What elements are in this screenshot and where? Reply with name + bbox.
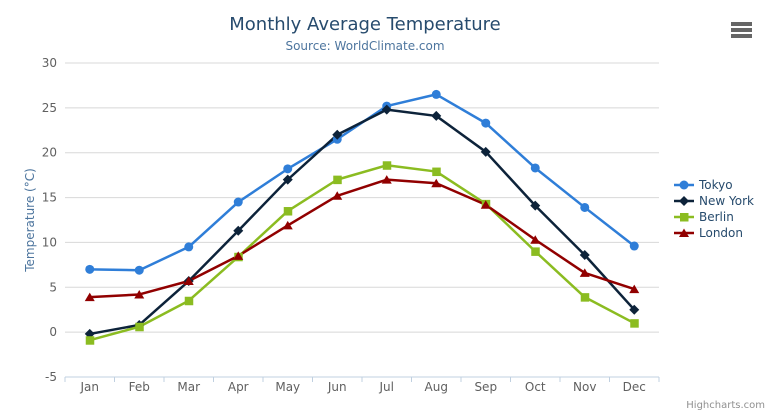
circle-legend-marker — [674, 180, 694, 190]
y-axis-label: -5 — [45, 370, 57, 384]
legend-item-label: New York — [699, 194, 754, 208]
y-axis-label: 25 — [42, 101, 57, 115]
legend-marker-symbol — [679, 180, 689, 190]
series-line-london — [89, 178, 635, 299]
y-axis-label: 5 — [49, 280, 57, 294]
data-point-berlin[interactable] — [135, 322, 144, 332]
y-axis-label: 30 — [42, 56, 57, 70]
series-line-tokyo — [89, 93, 636, 272]
data-point-london[interactable] — [629, 284, 640, 294]
data-point-london[interactable] — [332, 191, 343, 200]
data-point-london[interactable] — [183, 276, 194, 286]
data-point-berlin[interactable] — [333, 175, 342, 185]
legend-marker-symbol — [679, 196, 689, 206]
data-point-new-york[interactable] — [629, 304, 640, 315]
x-axis-label: Dec — [623, 380, 646, 394]
data-point-tokyo[interactable] — [85, 264, 95, 274]
data-point-tokyo[interactable] — [431, 89, 441, 99]
legend-item-berlin[interactable]: Berlin — [674, 209, 754, 225]
data-point-new-york[interactable] — [332, 129, 343, 140]
data-point-tokyo[interactable] — [184, 242, 194, 252]
square-legend-marker — [674, 213, 694, 222]
data-point-new-york[interactable] — [381, 104, 392, 115]
series-line-new-york — [89, 108, 636, 336]
legend-item-new-york[interactable]: New York — [674, 193, 754, 209]
credits-link[interactable]: Highcharts.com — [686, 400, 765, 411]
y-axis-label: 10 — [42, 235, 57, 249]
data-point-tokyo[interactable] — [530, 163, 540, 173]
data-point-berlin[interactable] — [432, 167, 441, 177]
data-point-london[interactable] — [480, 200, 491, 209]
data-point-london[interactable] — [134, 289, 145, 299]
data-point-tokyo[interactable] — [580, 202, 590, 212]
data-point-berlin[interactable] — [283, 207, 293, 216]
y-axis-label: 20 — [42, 146, 57, 160]
x-axis-label: Apr — [228, 380, 249, 394]
legend-marker-symbol — [680, 213, 689, 222]
x-axis-label: Jun — [327, 380, 347, 394]
legend-item-label: Tokyo — [699, 178, 733, 192]
legend-item-london[interactable]: London — [674, 225, 754, 241]
data-point-london[interactable] — [84, 292, 95, 302]
legend-item-tokyo[interactable]: Tokyo — [674, 177, 754, 193]
y-axis-label: 15 — [42, 191, 57, 205]
hamburger-menu-icon — [731, 22, 752, 38]
data-point-london[interactable] — [282, 220, 293, 230]
x-axis-label: Aug — [425, 380, 448, 394]
y-axis-label: 0 — [49, 325, 57, 339]
data-point-berlin[interactable] — [184, 296, 194, 306]
data-point-berlin[interactable] — [382, 161, 392, 170]
x-axis-label: May — [275, 380, 300, 394]
x-axis-label: Oct — [525, 380, 546, 394]
data-point-new-york[interactable] — [233, 225, 244, 236]
data-point-london[interactable] — [579, 268, 590, 277]
legend-item-label: Berlin — [699, 210, 734, 224]
menu-bar — [731, 22, 752, 26]
data-point-berlin[interactable] — [580, 293, 590, 302]
data-point-tokyo[interactable] — [481, 118, 491, 128]
data-point-tokyo[interactable] — [283, 164, 293, 174]
export-menu-button[interactable] — [728, 19, 755, 41]
data-point-new-york[interactable] — [431, 110, 442, 121]
data-point-new-york[interactable] — [282, 174, 293, 185]
data-point-new-york[interactable] — [480, 146, 491, 157]
x-axis-label: Feb — [129, 380, 150, 394]
data-point-london[interactable] — [233, 251, 244, 260]
x-axis-label: Jul — [379, 380, 394, 394]
chart-title: Monthly Average Temperature — [229, 14, 501, 35]
data-point-london[interactable] — [381, 175, 392, 184]
legend: Tokyo New York Berlin London — [674, 177, 754, 241]
x-axis-label: Nov — [573, 380, 596, 394]
legend-item-label: London — [699, 226, 743, 240]
menu-bar — [731, 34, 752, 38]
x-axis-label: Jan — [80, 380, 100, 394]
x-axis-label: Mar — [177, 380, 200, 394]
data-point-tokyo[interactable] — [233, 197, 243, 207]
series-line-berlin — [89, 164, 635, 342]
diamond-legend-marker — [674, 196, 694, 206]
data-point-berlin[interactable] — [531, 247, 540, 256]
triangle-legend-marker — [674, 228, 694, 237]
x-axis-label: Sep — [474, 380, 497, 394]
data-point-berlin[interactable] — [85, 336, 95, 345]
data-point-tokyo[interactable] — [629, 241, 639, 251]
data-point-tokyo[interactable] — [134, 265, 144, 275]
data-point-new-york[interactable] — [530, 200, 541, 211]
legend-marker-symbol — [679, 228, 689, 237]
menu-bar — [731, 28, 752, 32]
data-point-london[interactable] — [530, 235, 541, 244]
data-point-london[interactable] — [431, 178, 442, 188]
chart-subtitle: Source: WorldClimate.com — [285, 39, 445, 53]
data-point-berlin[interactable] — [630, 319, 639, 328]
data-point-new-york[interactable] — [579, 249, 590, 260]
